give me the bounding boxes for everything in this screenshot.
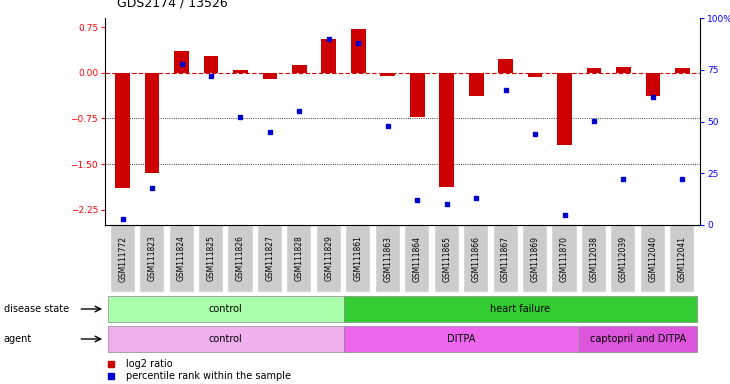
Bar	[344, 326, 579, 353]
Text: GSM112041: GSM112041	[678, 235, 687, 281]
Text: disease state: disease state	[4, 304, 69, 314]
Bar	[439, 73, 454, 187]
Text: captopril and DITPA: captopril and DITPA	[590, 334, 686, 344]
Bar	[321, 39, 337, 73]
Bar	[351, 29, 366, 73]
Bar	[145, 73, 159, 173]
Bar	[557, 73, 572, 145]
Text: GSM111869: GSM111869	[531, 235, 539, 281]
Bar	[410, 73, 425, 117]
Bar	[204, 56, 218, 73]
Text: log2 ratio: log2 ratio	[126, 359, 172, 369]
Bar	[499, 60, 513, 73]
Bar	[464, 225, 488, 292]
Bar	[115, 73, 130, 189]
Text: GSM111864: GSM111864	[412, 235, 422, 281]
Text: GSM111827: GSM111827	[266, 235, 274, 281]
Bar	[523, 225, 547, 292]
Bar	[108, 326, 344, 353]
Bar	[675, 68, 690, 73]
Bar	[169, 225, 193, 292]
Text: GSM112040: GSM112040	[648, 235, 658, 281]
Text: heart failure: heart failure	[491, 304, 550, 314]
Bar	[346, 225, 370, 292]
Text: GDS2174 / 13526: GDS2174 / 13526	[117, 0, 228, 10]
Bar	[405, 225, 429, 292]
Text: control: control	[209, 334, 242, 344]
Bar	[140, 225, 164, 292]
Bar	[292, 66, 307, 73]
Bar	[228, 225, 253, 292]
Bar	[493, 225, 518, 292]
Text: GSM111829: GSM111829	[324, 235, 334, 281]
Text: GSM111866: GSM111866	[472, 235, 480, 281]
Text: DITPA: DITPA	[447, 334, 476, 344]
Text: GSM111825: GSM111825	[207, 235, 215, 281]
Bar	[233, 70, 248, 73]
Bar	[469, 73, 483, 96]
Bar	[553, 225, 577, 292]
Bar	[199, 225, 223, 292]
Text: GSM112039: GSM112039	[619, 235, 628, 281]
Bar	[582, 225, 606, 292]
Text: percentile rank within the sample: percentile rank within the sample	[126, 371, 291, 381]
Text: GSM111870: GSM111870	[560, 235, 569, 281]
Bar	[616, 67, 631, 73]
Bar	[611, 225, 636, 292]
Bar	[263, 73, 277, 79]
Bar	[645, 73, 660, 96]
Text: GSM111823: GSM111823	[147, 235, 157, 281]
Text: GSM111861: GSM111861	[354, 235, 363, 281]
Text: GSM111772: GSM111772	[118, 235, 127, 281]
Text: control: control	[209, 304, 242, 314]
Bar	[258, 225, 282, 292]
Text: GSM111824: GSM111824	[177, 235, 186, 281]
Bar	[174, 51, 189, 73]
Bar	[434, 225, 458, 292]
Text: agent: agent	[4, 334, 32, 344]
Text: GSM112038: GSM112038	[589, 235, 599, 281]
Text: GSM111828: GSM111828	[295, 236, 304, 281]
Bar	[579, 326, 697, 353]
Text: GSM111867: GSM111867	[501, 235, 510, 281]
Bar	[288, 225, 312, 292]
Bar	[376, 225, 400, 292]
Bar	[111, 225, 135, 292]
Text: GSM111826: GSM111826	[236, 235, 245, 281]
Text: GSM111863: GSM111863	[383, 235, 392, 281]
Bar	[528, 73, 542, 77]
Bar	[670, 225, 694, 292]
Bar	[380, 73, 395, 76]
Bar	[108, 296, 344, 323]
Text: GSM111865: GSM111865	[442, 235, 451, 281]
Bar	[344, 296, 697, 323]
Bar	[317, 225, 341, 292]
Bar	[587, 68, 602, 73]
Bar	[641, 225, 665, 292]
